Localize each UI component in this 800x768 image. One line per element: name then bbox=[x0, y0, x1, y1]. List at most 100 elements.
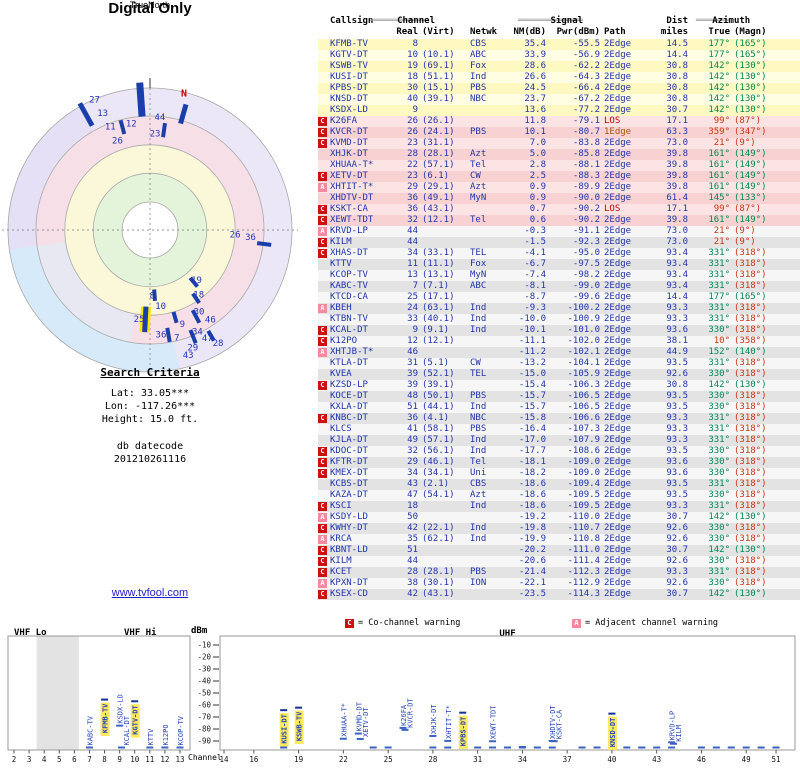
callsign-link[interactable]: KTTV bbox=[330, 259, 352, 269]
signal-path: 2Edge bbox=[604, 556, 632, 566]
callsign-link[interactable]: K26FA bbox=[330, 116, 358, 126]
callsign-link[interactable]: KAZA-DT bbox=[330, 490, 368, 500]
callsign-link[interactable]: XHJK-DT bbox=[330, 149, 368, 159]
azimuth-true: 330° bbox=[708, 402, 730, 412]
azimuth-magnetic: (87°) bbox=[734, 204, 762, 214]
callsign-link[interactable]: KVEA bbox=[330, 369, 352, 379]
callsign-link[interactable]: KTLA-DT bbox=[330, 358, 368, 368]
callsign-link[interactable]: KSDX-LD bbox=[330, 105, 368, 115]
signal-path: 2Edge bbox=[604, 336, 632, 346]
callsign-link[interactable]: KILM bbox=[330, 556, 352, 566]
svg-text:7: 7 bbox=[174, 333, 179, 343]
station-callsign-label: KPBS-DT bbox=[460, 717, 468, 747]
svg-text:9: 9 bbox=[180, 320, 185, 330]
warning-badge: C bbox=[318, 524, 327, 533]
callsign-link[interactable]: XHDTV-DT bbox=[330, 193, 374, 203]
svg-text:10: 10 bbox=[130, 755, 140, 764]
callsign-link[interactable]: KCET bbox=[330, 567, 352, 577]
azimuth-magnetic: (165°) bbox=[734, 50, 767, 60]
callsign-link[interactable]: XHUAA-T* bbox=[330, 160, 374, 170]
callsign-link[interactable]: KDOC-DT bbox=[330, 446, 368, 456]
callsign-link[interactable]: XEWT-TDT bbox=[330, 215, 374, 225]
noise-margin: -15.7 bbox=[518, 391, 546, 401]
callsign-link[interactable]: KVCR-DT bbox=[330, 127, 368, 137]
callsign-link[interactable]: KFTR-DT bbox=[330, 457, 368, 467]
station-callsign-label: KCAL-DT bbox=[123, 715, 131, 745]
station-callsign-label: XHTIT-T* bbox=[445, 705, 453, 739]
callsign-link[interactable]: XHTIT-T* bbox=[330, 182, 374, 192]
virtual-channel: (28.1) bbox=[422, 149, 455, 159]
warning-badge bbox=[318, 392, 327, 401]
signal-power: -106.3 bbox=[567, 380, 600, 390]
callsign-link[interactable]: XHTJB-T* bbox=[330, 347, 374, 357]
station-callsign-label: KABC-TV bbox=[86, 715, 94, 745]
callsign-link[interactable]: K12PO bbox=[330, 336, 358, 346]
callsign-link[interactable]: KABC-TV bbox=[330, 281, 368, 291]
signal-path: 2Edge bbox=[604, 369, 632, 379]
callsign-link[interactable]: KFMB-TV bbox=[330, 39, 368, 49]
callsign-link[interactable]: KSEX-CD bbox=[330, 589, 368, 599]
warning-badge: A bbox=[318, 579, 327, 588]
callsign-link[interactable]: KWHY-DT bbox=[330, 523, 368, 533]
callsign-link[interactable]: KOCE-DT bbox=[330, 391, 368, 401]
svg-text:N: N bbox=[181, 89, 187, 100]
tvfool-link[interactable]: www.tvfool.com bbox=[111, 587, 189, 599]
azimuth-true: 331° bbox=[708, 479, 730, 489]
callsign-link[interactable]: KXLA-DT bbox=[330, 402, 368, 412]
warning-badge: A bbox=[318, 535, 327, 544]
callsign-link[interactable]: KCAL-DT bbox=[330, 325, 368, 335]
callsign-link[interactable]: KZSD-LP bbox=[330, 380, 368, 390]
callsign-link[interactable]: KNSD-DT bbox=[330, 94, 368, 104]
virtual-channel: (58.1) bbox=[422, 424, 455, 434]
callsign-link[interactable]: XHAS-DT bbox=[330, 248, 368, 258]
header-nm: NM(dB) bbox=[513, 27, 546, 37]
callsign-link[interactable]: KPBS-DT bbox=[330, 83, 368, 93]
db-datecode-value: 201210261116 bbox=[113, 454, 187, 465]
warning-badge bbox=[318, 95, 327, 104]
callsign-link[interactable]: KSWB-TV bbox=[330, 61, 368, 71]
callsign-link[interactable]: KSCI bbox=[330, 501, 352, 511]
signal-path: 2Edge bbox=[604, 61, 632, 71]
signal-power: -104.1 bbox=[567, 358, 600, 368]
callsign-link[interactable]: KJLA-DT bbox=[330, 435, 368, 445]
callsign-link[interactable]: KILM bbox=[330, 237, 352, 247]
azimuth-magnetic: (318°) bbox=[734, 281, 767, 291]
callsign-link[interactable]: KSDY-LD bbox=[330, 512, 368, 522]
real-channel: 34 bbox=[407, 248, 418, 258]
virtual-channel: (5.1) bbox=[422, 358, 450, 368]
callsign-link[interactable]: KMEX-DT bbox=[330, 468, 368, 478]
distance-miles: 39.8 bbox=[666, 182, 688, 192]
callsign-link[interactable]: KCBS-DT bbox=[330, 479, 368, 489]
virtual-channel: (39.1) bbox=[422, 94, 455, 104]
callsign-link[interactable]: XETV-DT bbox=[330, 171, 368, 181]
callsign-link[interactable]: KTBN-TV bbox=[330, 314, 368, 324]
table-row: KGTV-DT 10 (10.1) ABC 33.9 -56.9 2Edge 1… bbox=[318, 50, 800, 61]
svg-text:51: 51 bbox=[772, 755, 781, 764]
warning-badge: A bbox=[318, 304, 327, 313]
callsign-link[interactable]: KCOP-TV bbox=[330, 270, 368, 280]
callsign-link[interactable]: KLCS bbox=[330, 424, 352, 434]
callsign-link[interactable]: KRCA bbox=[330, 534, 352, 544]
table-row: KNSD-DT 40 (39.1) NBC 23.7 -67.2 2Edge 3… bbox=[318, 94, 800, 105]
table-row: C KCET 28 (28.1) PBS -21.4 -112.3 2Edge … bbox=[318, 567, 800, 578]
callsign-link[interactable]: KBNT-LD bbox=[330, 545, 368, 555]
callsign-link[interactable]: KPXN-DT bbox=[330, 578, 368, 588]
callsign-link[interactable]: KVMD-DT bbox=[330, 138, 368, 148]
noise-margin: 35.4 bbox=[524, 39, 546, 49]
callsign-link[interactable]: KBEH bbox=[330, 303, 352, 313]
callsign-link[interactable]: KGTV-DT bbox=[330, 50, 368, 60]
station-callsign-label: KFMB-TV bbox=[102, 703, 110, 733]
noise-margin: -0.3 bbox=[524, 226, 546, 236]
callsign-link[interactable]: KRVD-LP bbox=[330, 226, 368, 236]
callsign-link[interactable]: KSKT-CA bbox=[330, 204, 368, 214]
signal-path: 2Edge bbox=[604, 413, 632, 423]
signal-path: 2Edge bbox=[604, 435, 632, 445]
table-row: C KSCI 18 Ind -18.6 -109.5 2Edge 93.3 33… bbox=[318, 501, 800, 512]
virtual-channel: (69.1) bbox=[422, 61, 455, 71]
callsign-link[interactable]: KTCD-CA bbox=[330, 292, 368, 302]
callsign-link[interactable]: KUSI-DT bbox=[330, 72, 368, 82]
azimuth-magnetic: (130°) bbox=[734, 380, 767, 390]
callsign-link[interactable]: KNBC-DT bbox=[330, 413, 368, 423]
distance-miles: 30.8 bbox=[666, 94, 688, 104]
